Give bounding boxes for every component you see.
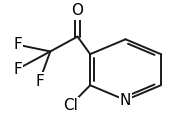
- Text: F: F: [13, 37, 22, 52]
- Text: Cl: Cl: [63, 98, 78, 113]
- Text: F: F: [35, 74, 44, 89]
- Text: N: N: [120, 93, 131, 108]
- Text: O: O: [72, 3, 84, 18]
- Text: F: F: [13, 62, 22, 77]
